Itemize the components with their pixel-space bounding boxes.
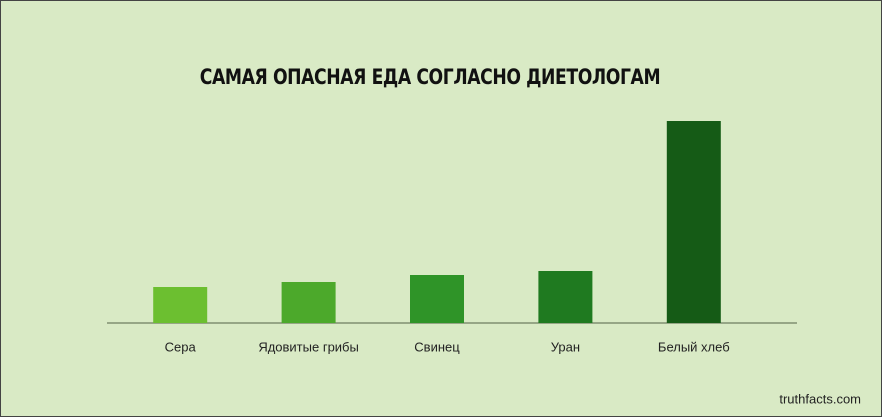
x-tick-label: Ядовитые грибы: [258, 339, 359, 354]
chart-title: САМАЯ ОПАСНАЯ ЕДА СОГЛАСНО ДИЕТОЛОГАМ: [200, 64, 660, 89]
source: truthfacts.com: [779, 391, 861, 406]
bar: [410, 275, 464, 323]
x-tick-label: Белый хлеб: [658, 339, 730, 354]
x-tick-label: Уран: [551, 339, 580, 354]
bar: [666, 121, 721, 323]
x-tick-label: Свинец: [414, 339, 460, 354]
bar: [538, 271, 593, 323]
bar: [153, 287, 208, 323]
x-tick-label: Сера: [165, 339, 197, 354]
bar: [281, 282, 336, 323]
